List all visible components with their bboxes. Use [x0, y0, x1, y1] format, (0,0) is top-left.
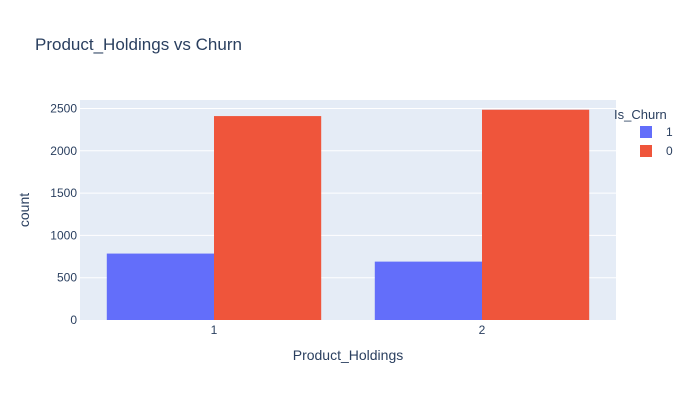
legend-item-label[interactable]: 0	[666, 144, 673, 158]
bar-series-1-category-2[interactable]	[374, 261, 482, 320]
y-tick-label: 2500	[50, 101, 77, 115]
bar-series-0-category-1[interactable]	[214, 116, 322, 320]
legend-swatch[interactable]	[640, 126, 652, 138]
y-axis: 0 500 1000 1500 2000 2500	[50, 101, 77, 327]
y-tick-label: 0	[70, 313, 77, 327]
y-tick-label: 1500	[50, 186, 77, 200]
chart-title: Product_Holdings vs Churn	[35, 35, 242, 54]
y-tick-label: 2000	[50, 144, 77, 158]
y-tick-label: 500	[57, 271, 77, 285]
x-axis-title: Product_Holdings	[293, 347, 404, 363]
bars	[106, 109, 590, 320]
y-tick-label: 1000	[50, 228, 77, 242]
legend-title: Is_Churn	[614, 107, 667, 122]
bar-series-1-category-1[interactable]	[106, 253, 214, 320]
bar-series-0-category-2[interactable]	[482, 109, 590, 320]
legend[interactable]: Is_Churn 1 0	[614, 107, 673, 158]
y-axis-title: count	[16, 193, 32, 227]
x-tick-label: 1	[211, 323, 218, 337]
legend-item-label[interactable]: 1	[666, 125, 673, 139]
legend-swatch[interactable]	[640, 145, 652, 157]
x-tick-label: 2	[479, 323, 486, 337]
